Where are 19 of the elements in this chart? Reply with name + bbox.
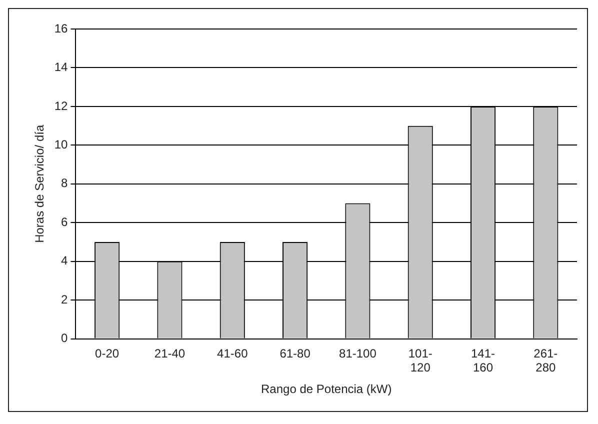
y-axis-title: Horas de Servicio/ día <box>32 124 47 243</box>
x-tick-label: 61-80 <box>280 346 311 360</box>
x-tick-label: 141-160 <box>471 346 496 375</box>
x-tick-label: 21-40 <box>154 346 186 360</box>
x-tick-label: 41-60 <box>217 346 248 360</box>
y-tick-label: 0 <box>61 331 68 346</box>
x-axis-title: Rango de Potencia (kW) <box>261 382 392 396</box>
y-tick-label: 16 <box>54 21 68 36</box>
x-tick-label: 261-280 <box>534 346 558 375</box>
y-tick-label: 12 <box>54 98 68 113</box>
y-tick-label: 6 <box>61 214 68 229</box>
x-tick-label: 0-20 <box>95 346 120 360</box>
y-tick-label: 10 <box>54 137 68 152</box>
y-tick-label: 14 <box>54 60 68 74</box>
y-tick-label: 4 <box>61 254 68 268</box>
y-tick-label: 2 <box>61 292 68 306</box>
y-tick-label: 8 <box>61 176 68 190</box>
x-tick-label: 101-120 <box>408 346 432 375</box>
x-tick-label: 81-100 <box>339 346 377 360</box>
